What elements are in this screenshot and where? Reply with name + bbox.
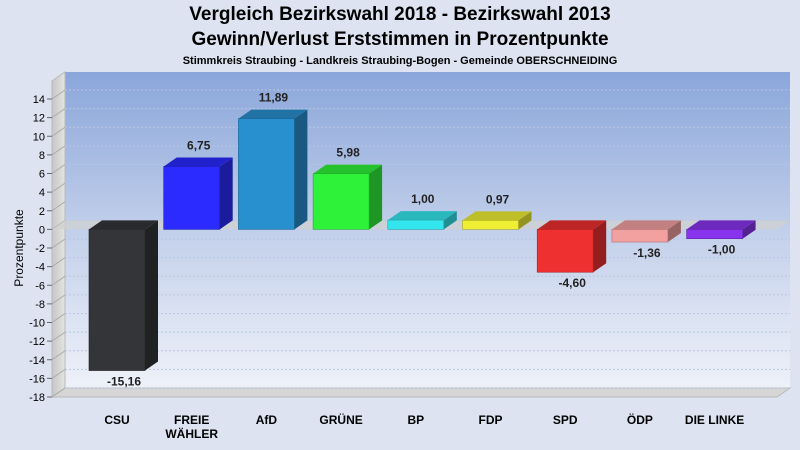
bar-0 (88, 220, 158, 371)
value-label: -4,60 (559, 276, 587, 290)
gridline-side (51, 201, 66, 212)
category-label: DIE LINKE (685, 413, 744, 427)
gridline-side (51, 350, 66, 361)
gridline-side (51, 257, 66, 268)
side-wall (51, 71, 66, 398)
bar-3 (312, 164, 383, 230)
value-label: 0,97 (486, 192, 510, 206)
bar-1 (163, 157, 233, 230)
value-label: -1,36 (633, 246, 661, 260)
value-label: 6,75 (187, 139, 211, 153)
bar-side (145, 220, 158, 371)
bar-front (387, 219, 445, 230)
bar-top (89, 220, 158, 230)
chart-subtitle: Stimmkreis Straubing - Landkreis Straubi… (182, 55, 618, 67)
bar-side (369, 164, 383, 230)
category-label: SPD (553, 413, 578, 427)
bar-top (238, 109, 308, 119)
bar-front (163, 166, 220, 230)
bar-front (536, 229, 594, 273)
gridline-side (51, 164, 66, 174)
value-label: -15,16 (107, 375, 141, 389)
bar-4 (387, 211, 457, 230)
gridline-side (51, 108, 66, 119)
bar-front (312, 173, 370, 230)
y-tick-label: -10 (29, 318, 45, 330)
bar-top (462, 211, 532, 221)
y-tick-label: -4 (35, 262, 45, 274)
category-label: GRÜNE (319, 412, 362, 427)
y-tick-label: -2 (35, 243, 45, 255)
y-tick-label: -16 (29, 373, 45, 385)
value-label: 11,89 (259, 91, 289, 105)
chart-title-line-2: Gewinn/Verlust Erststimmen in Prozentpun… (191, 29, 609, 50)
y-tick-label: 0 (39, 224, 45, 236)
floor (50, 387, 792, 398)
y-tick-label: -18 (29, 392, 45, 404)
bar-side (294, 109, 308, 230)
y-tick-label: -6 (35, 280, 45, 292)
bar-front (611, 229, 669, 243)
bar-top (163, 157, 233, 167)
gridline-side (51, 331, 66, 342)
bar-side (518, 211, 532, 230)
bar-front (462, 220, 519, 230)
gridline-side (51, 313, 66, 323)
bar-side (593, 220, 607, 273)
gridline-side (51, 387, 66, 398)
bar-top (611, 220, 681, 230)
bar-front (238, 118, 295, 230)
gridline-side (51, 182, 66, 193)
y-tick-label: 12 (33, 113, 45, 125)
bar-side (443, 211, 457, 230)
category-label: BP (407, 413, 424, 427)
category-label: FREIE (174, 413, 209, 427)
category-label: ÖDP (627, 412, 653, 427)
bar-top (313, 164, 383, 174)
y-tick-label: -14 (29, 355, 45, 367)
category-label: FDP (479, 413, 503, 427)
category-label: CSU (104, 413, 129, 427)
y-tick-label: 14 (33, 94, 45, 106)
gridline-side (51, 238, 66, 249)
y-tick-label: 8 (39, 150, 45, 162)
y-tick-label: 2 (39, 206, 45, 218)
chart-title: Vergleich Bezirkswahl 2018 - Bezirkswahl… (189, 4, 611, 25)
gridline-side (51, 89, 66, 100)
category-label: AfD (256, 413, 278, 427)
gridline-side (51, 145, 66, 156)
gridline-side (51, 275, 66, 286)
back-wall (65, 72, 790, 388)
bar-side (219, 157, 233, 230)
y-tick-label: 6 (39, 169, 45, 181)
bar-top (537, 220, 607, 230)
y-tick-label: -8 (35, 299, 45, 311)
gridline-side (51, 294, 66, 305)
bar-5 (462, 211, 532, 230)
bar-6 (536, 220, 607, 273)
bar-top (686, 220, 756, 230)
gridline-side (51, 368, 66, 379)
bar-7 (611, 220, 681, 243)
bar-side (667, 220, 681, 243)
bar-top (387, 211, 457, 221)
bar-front (686, 229, 743, 239)
y-axis-label: Prozentpunkte (12, 209, 26, 287)
category-label: WÄHLER (165, 426, 218, 441)
value-label: 5,98 (336, 146, 360, 160)
y-tick-label: 10 (33, 131, 45, 143)
y-tick-label: 4 (39, 187, 45, 199)
bar-front (88, 229, 146, 371)
bar-8 (686, 220, 756, 239)
gridline-side (51, 126, 66, 137)
bar-2 (238, 109, 308, 230)
value-label: -1,00 (708, 243, 736, 257)
y-tick-label: -12 (29, 336, 45, 348)
value-label: 1,00 (411, 192, 435, 206)
bar-side (742, 220, 756, 239)
